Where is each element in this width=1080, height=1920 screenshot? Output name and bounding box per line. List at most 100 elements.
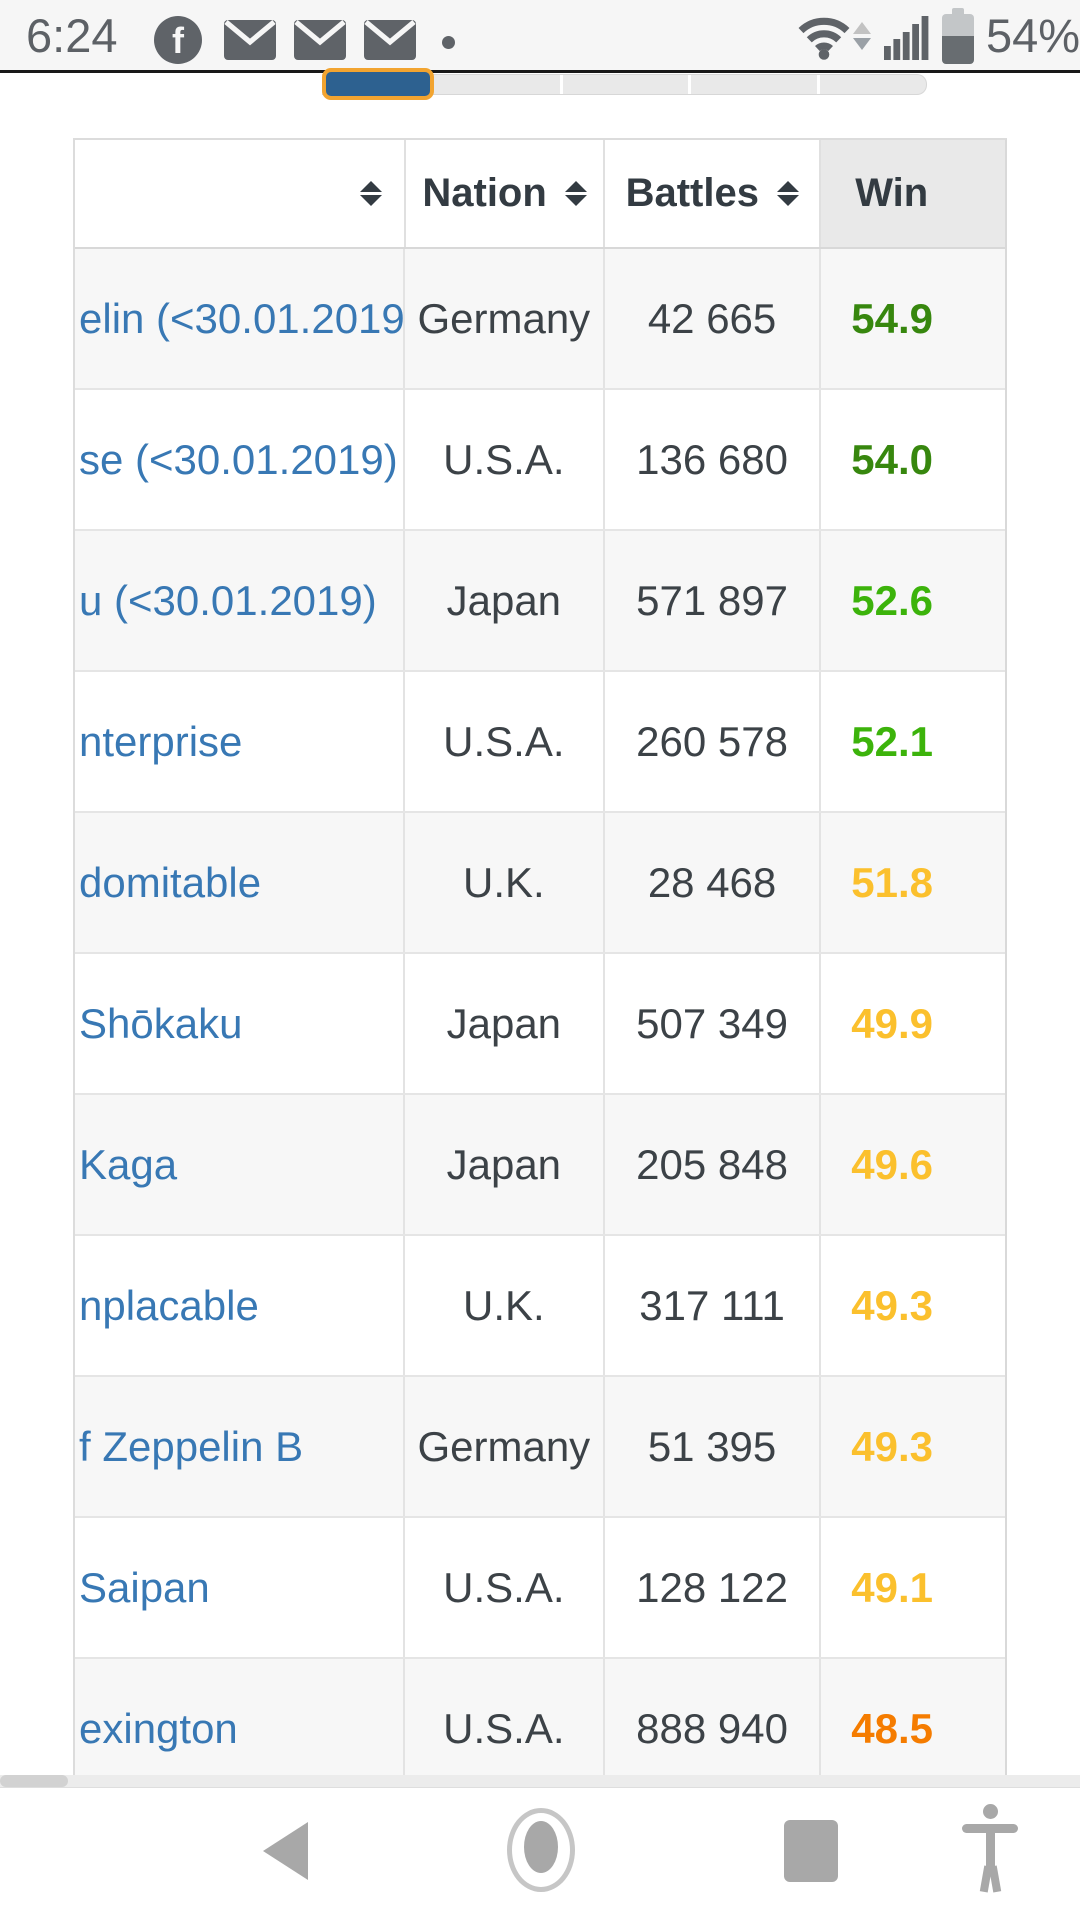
horizontal-scrollbar-thumb[interactable] <box>0 1775 68 1787</box>
header-ship-name[interactable] <box>75 140 406 247</box>
win-cell: 49.3 <box>851 1422 933 1470</box>
ship-link[interactable]: nplacable <box>79 1281 259 1329</box>
table-body: elin (<30.01.2019) Germany 42 665 54.9 s… <box>75 249 1005 1775</box>
nation-cell: U.K. <box>405 1236 605 1375</box>
battery-percent: 54% <box>986 9 1080 62</box>
accessibility-button[interactable] <box>958 1804 1022 1900</box>
nation-cell: U.S.A. <box>405 1518 605 1657</box>
table-row: nplacable U.K. 317 111 49.3 <box>75 1236 1005 1377</box>
recents-button[interactable] <box>784 1820 838 1882</box>
battles-cell: 128 122 <box>605 1518 822 1657</box>
ship-name-cell: se (<30.01.2019) <box>75 390 405 529</box>
ship-link[interactable]: exington <box>79 1704 238 1752</box>
win-cell: 49.9 <box>851 999 933 1047</box>
ship-link[interactable]: nterprise <box>79 717 243 765</box>
table-row: domitable U.K. 28 468 51.8 <box>75 813 1005 954</box>
battles-cell: 28 468 <box>605 813 822 952</box>
ship-link[interactable]: domitable <box>79 858 262 906</box>
ship-name-cell: f Zeppelin B <box>75 1377 405 1516</box>
header-battles-label: Battles <box>625 171 759 215</box>
battles-cell: 205 848 <box>605 1095 822 1234</box>
battles-cell: 136 680 <box>605 390 822 529</box>
sort-icon <box>776 181 799 206</box>
ship-name-cell: Saipan <box>75 1518 405 1657</box>
table-row: elin (<30.01.2019) Germany 42 665 54.9 <box>75 249 1005 390</box>
wifi-icon <box>796 14 852 65</box>
ship-name-cell: u (<30.01.2019) <box>75 531 405 670</box>
nation-cell: Germany <box>405 249 605 388</box>
ship-stats-table: Nation Battles Win elin (<30.01.2019) Ge… <box>73 138 1007 1775</box>
ship-link[interactable]: elin (<30.01.2019) <box>79 294 405 342</box>
accessibility-icon <box>983 1804 998 1819</box>
nation-cell: Germany <box>405 1377 605 1516</box>
back-button[interactable] <box>263 1822 308 1880</box>
battles-cell: 317 111 <box>605 1236 822 1375</box>
header-battles[interactable]: Battles <box>605 140 822 247</box>
win-cell: 51.8 <box>851 858 933 906</box>
ship-name-cell: Shōkaku <box>75 954 405 1093</box>
clock: 6:24 <box>26 9 118 62</box>
win-cell: 54.9 <box>851 294 933 342</box>
win-cell: 49.6 <box>851 1140 933 1188</box>
battery-icon <box>942 8 974 64</box>
table-row: u (<30.01.2019) Japan 571 897 52.6 <box>75 531 1005 672</box>
table-row: Saipan U.S.A. 128 122 49.1 <box>75 1518 1005 1659</box>
win-cell: 49.1 <box>851 1563 933 1611</box>
battles-cell: 42 665 <box>605 249 822 388</box>
win-cell: 52.6 <box>851 576 933 624</box>
cellular-signal-icon <box>884 14 930 65</box>
win-cell: 48.5 <box>851 1704 933 1752</box>
status-bar: 6:24 f 54% <box>0 0 1080 70</box>
header-win-rate[interactable]: Win <box>821 140 1005 247</box>
header-nation-label: Nation <box>422 171 547 215</box>
viewport-top-divider <box>0 70 1080 73</box>
header-nation[interactable]: Nation <box>406 140 606 247</box>
table-row: f Zeppelin B Germany 51 395 49.3 <box>75 1377 1005 1518</box>
nation-cell: U.K. <box>405 813 605 952</box>
battles-cell: 260 578 <box>605 672 822 811</box>
table-header-row: Nation Battles Win <box>75 140 1005 249</box>
scrollbar-segment-divider <box>560 75 563 94</box>
column-scrollbar-track[interactable] <box>322 74 927 95</box>
ship-name-cell: domitable <box>75 813 405 952</box>
column-scrollbar-thumb[interactable] <box>322 68 434 100</box>
table-row: nterprise U.S.A. 260 578 52.1 <box>75 672 1005 813</box>
scrollbar-segment-divider <box>817 75 820 94</box>
nation-cell: U.S.A. <box>405 672 605 811</box>
battles-cell: 888 940 <box>605 1659 822 1775</box>
ship-link[interactable]: Kaga <box>79 1140 178 1188</box>
win-cell: 52.1 <box>851 717 933 765</box>
ship-link[interactable]: Saipan <box>79 1563 210 1611</box>
nation-cell: U.S.A. <box>405 390 605 529</box>
nation-cell: Japan <box>405 954 605 1093</box>
facebook-notification-icon: f <box>154 16 202 64</box>
ship-link[interactable]: Shōkaku <box>79 999 243 1047</box>
ship-name-cell: exington <box>75 1659 405 1775</box>
mail-notification-icon <box>224 20 276 60</box>
header-win-label: Win <box>855 171 929 215</box>
ship-link[interactable]: se (<30.01.2019) <box>79 435 398 483</box>
nation-cell: U.S.A. <box>405 1659 605 1775</box>
battles-cell: 51 395 <box>605 1377 822 1516</box>
ship-name-cell: nterprise <box>75 672 405 811</box>
ship-link[interactable]: u (<30.01.2019) <box>79 576 377 624</box>
home-button-dot <box>524 1821 558 1873</box>
sort-icon <box>564 181 587 206</box>
ship-name-cell: Kaga <box>75 1095 405 1234</box>
sort-icon <box>359 181 382 206</box>
nation-cell: Japan <box>405 1095 605 1234</box>
horizontal-scrollbar-track[interactable] <box>0 1775 1080 1788</box>
network-activity-arrows-icon <box>853 22 871 50</box>
home-button[interactable] <box>507 1808 575 1892</box>
battles-cell: 507 349 <box>605 954 822 1093</box>
ship-name-cell: elin (<30.01.2019) <box>75 249 405 388</box>
nation-cell: Japan <box>405 531 605 670</box>
ship-link[interactable]: f Zeppelin B <box>79 1422 304 1470</box>
mail-notification-icon <box>364 20 416 60</box>
scrollbar-segment-divider <box>688 75 691 94</box>
table-row: exington U.S.A. 888 940 48.5 <box>75 1659 1005 1775</box>
notification-overflow-dot-icon <box>442 36 455 49</box>
ship-name-cell: nplacable <box>75 1236 405 1375</box>
table-row: Kaga Japan 205 848 49.6 <box>75 1095 1005 1236</box>
table-row: se (<30.01.2019) U.S.A. 136 680 54.0 <box>75 390 1005 531</box>
